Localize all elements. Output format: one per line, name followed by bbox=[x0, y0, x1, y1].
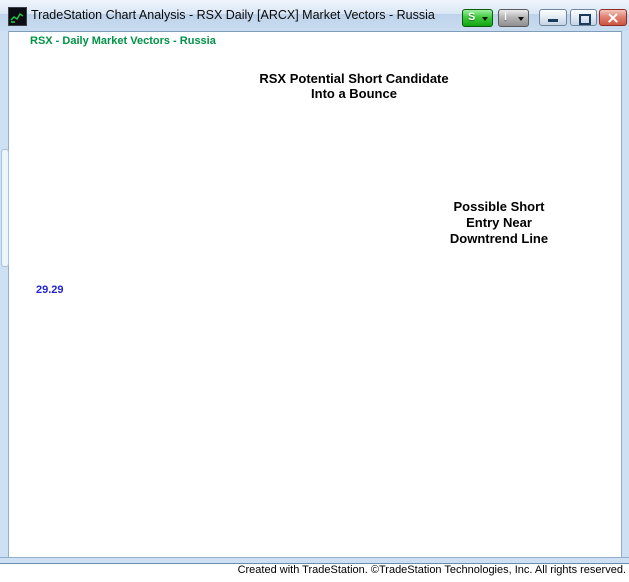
style-button-label: S bbox=[468, 11, 476, 23]
interval-button[interactable]: I bbox=[498, 9, 529, 27]
scrollbar-thumb[interactable] bbox=[1, 149, 9, 267]
bottom-window-border bbox=[0, 557, 629, 564]
copyright-text: Created with TradeStation. ©TradeStation… bbox=[237, 564, 626, 576]
chevron-down-icon bbox=[518, 17, 524, 21]
chevron-down-icon bbox=[482, 17, 488, 21]
minimize-icon bbox=[548, 19, 558, 22]
support-price-label: 29.29 bbox=[36, 284, 64, 296]
left-scrollbar[interactable] bbox=[0, 31, 9, 557]
annotation-line: Into a Bounce bbox=[311, 86, 397, 101]
maximize-button[interactable] bbox=[570, 9, 597, 26]
title-bar[interactable]: TradeStation Chart Analysis - RSX Daily … bbox=[0, 0, 629, 32]
annotation-line: Entry Near bbox=[466, 215, 532, 230]
style-button[interactable]: S bbox=[462, 9, 493, 27]
annotation-entry-near-downtrend: Possible Short Entry Near Downtrend Line bbox=[420, 199, 578, 247]
symbol-label: RSX - Daily Market Vectors - Russia bbox=[30, 35, 216, 47]
app-icon bbox=[8, 7, 27, 26]
annotation-line: RSX Potential Short Candidate bbox=[259, 71, 449, 86]
right-window-border bbox=[621, 31, 629, 557]
annotation-line: Downtrend Line bbox=[449, 231, 549, 246]
interval-button-label: I bbox=[504, 11, 508, 23]
close-button[interactable] bbox=[599, 9, 627, 26]
annotation-line: Possible Short bbox=[453, 199, 545, 214]
window-title: TradeStation Chart Analysis - RSX Daily … bbox=[31, 8, 435, 22]
maximize-icon bbox=[579, 14, 591, 25]
minimize-button[interactable] bbox=[539, 9, 567, 26]
annotation-short-candidate: RSX Potential Short Candidate Into a Bou… bbox=[240, 71, 468, 101]
